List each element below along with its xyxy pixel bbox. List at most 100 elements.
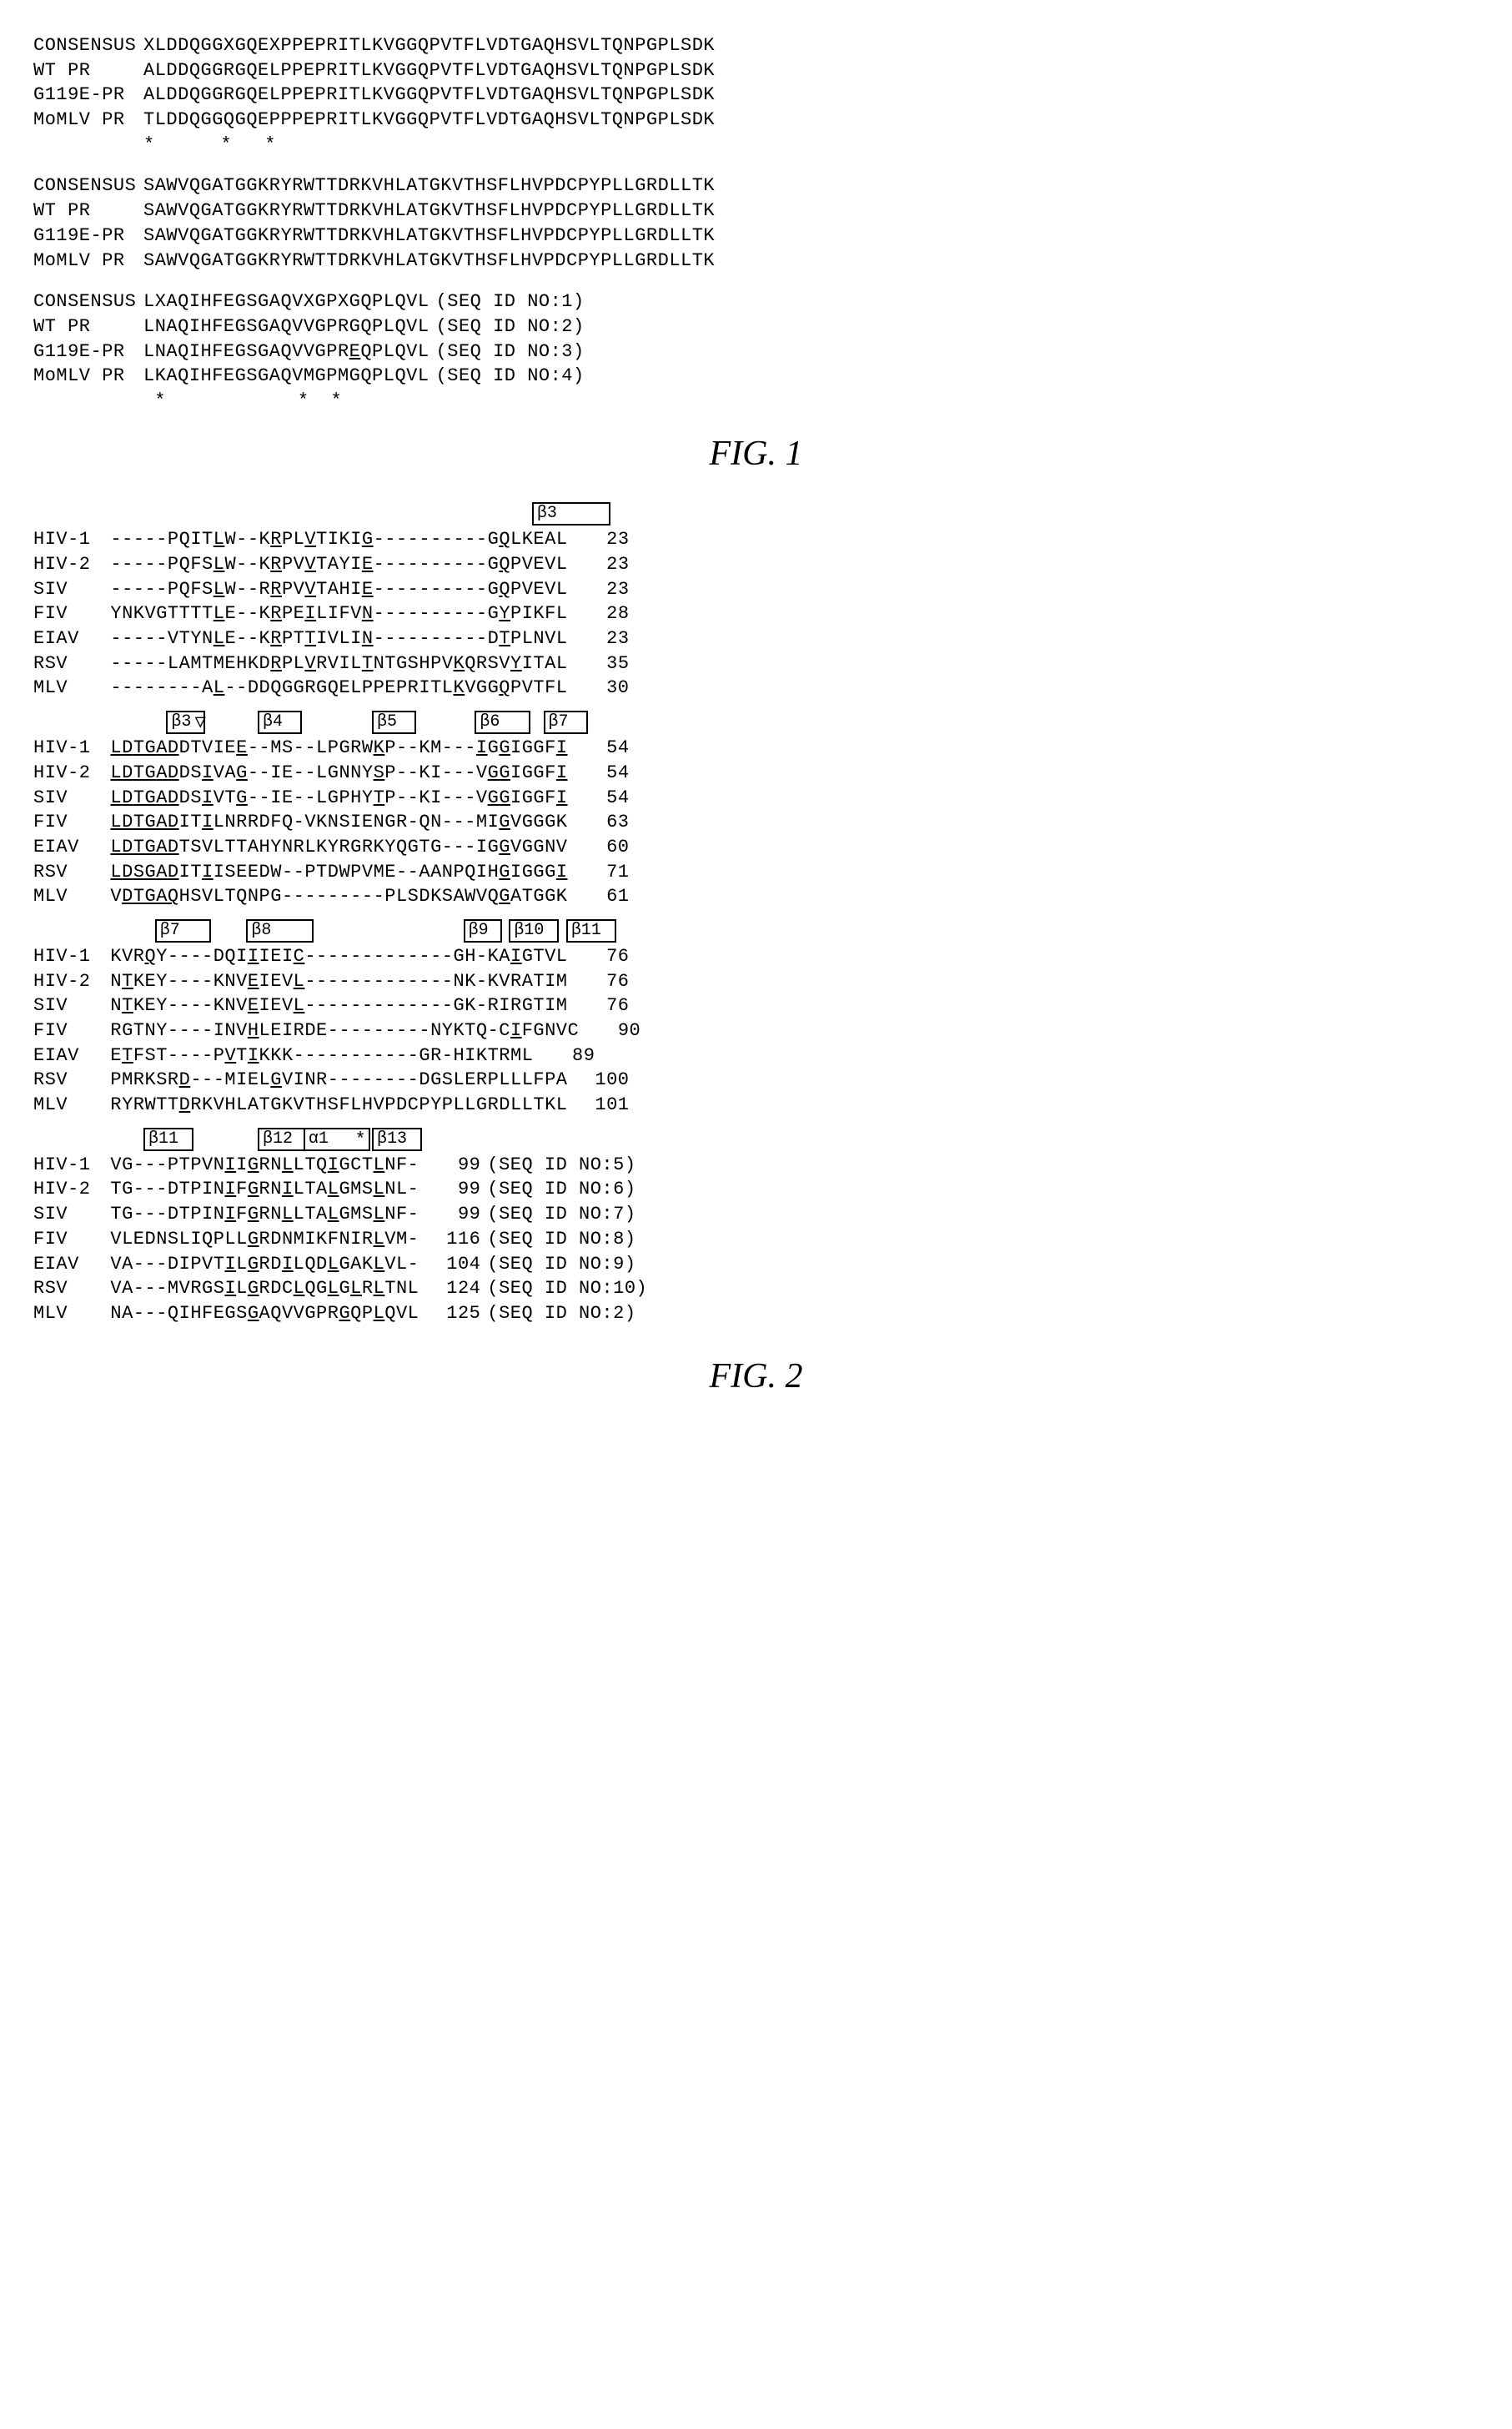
row-seq: -----PQFSLW--KRPVVTAYIE----------GQPVEVL xyxy=(110,554,567,575)
row-seq: TG---DTPINIFGRNLLTALGMSLNF- xyxy=(110,1204,419,1225)
row-number: 76 xyxy=(575,969,630,994)
fig2-row: SIV-----PQFSLW--RRPVVTAHIE----------GQPV… xyxy=(33,577,1479,602)
fig2-row: FIVYNKVGTTTTLE--KRPEILIFVN----------GYPI… xyxy=(33,601,1479,626)
beta-box: β7 xyxy=(155,919,211,943)
row-label: MLV xyxy=(33,884,110,909)
triangle-marker: ▽ xyxy=(195,711,206,736)
row-seq: LDTGADDSIVAG--IE--LGNNYSP--KI---VGGIGGFI xyxy=(110,762,567,783)
row-label: MLV xyxy=(33,1093,110,1118)
fig1-row: MoMLV PRLKAQIHFEGSGAQVMGPMGQPLQVL(SEQ ID… xyxy=(33,364,1479,389)
row-label: WT PR xyxy=(33,199,143,224)
row-seq: -----PQFSLW--RRPVVTAHIE----------GQPVEVL xyxy=(110,579,567,600)
fig1-row: G119E-PRALDDQGGRGQELPPEPRITLKVGGQPVTFLVD… xyxy=(33,83,1479,108)
beta-strand-row: β11β12α1*β13 xyxy=(143,1128,1479,1153)
row-seq: SAWVQGATGGKRYRWTTDRKVHLATGKVTHSFLHVPDCPY… xyxy=(143,175,715,196)
row-number: 28 xyxy=(575,601,630,626)
row-number: 116 xyxy=(425,1227,480,1252)
row-seq: ETFST----PVTIKKK-----------GR-HIKTRML xyxy=(110,1045,533,1066)
row-seq: -----LAMTMEHKDRPLVRVILTNTGSHPVKQRSVYITAL xyxy=(110,653,567,674)
beta-box: β3 xyxy=(532,502,610,526)
row-number: 54 xyxy=(575,761,630,786)
row-seq: LNAQIHFEGSGAQVVGPREQPLQVL xyxy=(143,341,429,362)
row-label: G119E-PR xyxy=(33,83,143,108)
row-number: 101 xyxy=(575,1093,630,1118)
beta-box: β5 xyxy=(372,711,416,734)
row-seq: XLDDQGGXGQEXPPEPRITLKVGGQPVTFLVDTGAQHSVL… xyxy=(143,35,715,56)
fig2-row: HIV-2LDTGADDSIVAG--IE--LGNNYSP--KI---VGG… xyxy=(33,761,1479,786)
row-label: FIV xyxy=(33,601,110,626)
seqid: (SEQ ID NO:9) xyxy=(487,1254,635,1275)
row-seq: LKAQIHFEGSGAQVMGPMGQPLQVL xyxy=(143,365,429,386)
row-seq: TLDDQGGQGQEPPPEPRITLKVGGQPVTFLVDTGAQHSVL… xyxy=(143,109,715,130)
fig2-row: EIAVVA---DIPVTILGRDILQDLGAKLVL-104(SEQ I… xyxy=(33,1252,1479,1277)
fig1-row: CONSENSUSLXAQIHFEGSGAQVXGPXGQPLQVL(SEQ I… xyxy=(33,289,1479,314)
row-seq: NTKEY----KNVEIEVL-------------GK-RIRGTIM xyxy=(110,995,567,1016)
row-seq: VDTGAQHSVLTQNPG---------PLSDKSAWVQGATGGK xyxy=(110,886,567,907)
row-seq: LDTGADDSIVTG--IE--LGPHYTP--KI---VGGIGGFI xyxy=(110,787,567,808)
fig2-row: SIVLDTGADDSIVTG--IE--LGPHYTP--KI---VGGIG… xyxy=(33,786,1479,811)
row-number: 23 xyxy=(575,626,630,651)
row-number: 76 xyxy=(575,944,630,969)
row-seq: SAWVQGATGGKRYRWTTDRKVHLATGKVTHSFLHVPDCPY… xyxy=(143,250,715,271)
row-seq: -----VTYNLE--KRPTTIVLIN----------DTPLNVL xyxy=(110,628,567,649)
row-label: WT PR xyxy=(33,58,143,83)
row-label: SIV xyxy=(33,1202,110,1227)
row-label: MoMLV PR xyxy=(33,364,143,389)
fig2-row: FIVLDTGADITILNRRDFQ-VKNSIENGR-QN---MIGVG… xyxy=(33,810,1479,835)
fig2-row: HIV-2TG---DTPINIFGRNILTALGMSLNL-99(SEQ I… xyxy=(33,1177,1479,1202)
row-label: MoMLV PR xyxy=(33,108,143,133)
fig2-row: FIVVLEDNSLIQPLLGRDNMIKFNIRLVM-116(SEQ ID… xyxy=(33,1227,1479,1252)
row-number: 89 xyxy=(540,1044,595,1069)
beta-box: β10 xyxy=(509,919,559,943)
row-label: CONSENSUS xyxy=(33,289,143,314)
row-number: 23 xyxy=(575,552,630,577)
beta-box: β11 xyxy=(143,1128,193,1151)
row-label: EIAV xyxy=(33,835,110,860)
row-label: HIV-1 xyxy=(33,1153,110,1178)
row-label: EIAV xyxy=(33,1044,110,1069)
fig2-row: HIV-1VG---PTPVNIIGRNLLTQIGCTLNF-99(SEQ I… xyxy=(33,1153,1479,1178)
fig2-row: MLV--------AL--DDQGGRGQELPPEPRITLKVGGQPV… xyxy=(33,676,1479,701)
seqid: (SEQ ID NO:7) xyxy=(487,1204,635,1225)
beta-box: β7 xyxy=(544,711,588,734)
row-label: CONSENSUS xyxy=(33,174,143,199)
row-label: MoMLV PR xyxy=(33,249,143,274)
row-number: 23 xyxy=(575,527,630,552)
beta-box: β8 xyxy=(246,919,314,943)
star-row: * * * xyxy=(143,133,1479,158)
fig2-row: HIV-1LDTGADDTVIEE--MS--LPGRWKP--KM---IGG… xyxy=(33,736,1479,761)
fig1-title: FIG. 1 xyxy=(33,430,1479,478)
fig2-row: MLVVDTGAQHSVLTQNPG---------PLSDKSAWVQGAT… xyxy=(33,884,1479,909)
row-number: 99 xyxy=(425,1177,480,1202)
row-number: 100 xyxy=(575,1068,630,1093)
fig1-row: WT PRALDDQGGRGQELPPEPRITLKVGGQPVTFLVDTGA… xyxy=(33,58,1479,83)
row-seq: SAWVQGATGGKRYRWTTDRKVHLATGKVTHSFLHVPDCPY… xyxy=(143,225,715,246)
beta-box: β6 xyxy=(475,711,530,734)
row-seq: LXAQIHFEGSGAQVXGPXGQPLQVL xyxy=(143,291,429,312)
fig2-row: MLVNA---QIHFEGSGAQVVGPRGQPLQVL125(SEQ ID… xyxy=(33,1301,1479,1326)
star-marker: * xyxy=(354,1128,365,1153)
row-seq: PMRKSRD---MIELGVINR--------DGSLERPLLLFPA xyxy=(110,1069,567,1090)
row-label: WT PR xyxy=(33,314,143,339)
row-label: HIV-2 xyxy=(33,761,110,786)
fig1-row: WT PRSAWVQGATGGKRYRWTTDRKVHLATGKVTHSFLHV… xyxy=(33,199,1479,224)
fig2-row: HIV-2NTKEY----KNVEIEVL-------------NK-KV… xyxy=(33,969,1479,994)
fig1-row: MoMLV PRSAWVQGATGGKRYRWTTDRKVHLATGKVTHSF… xyxy=(33,249,1479,274)
row-number: 60 xyxy=(575,835,630,860)
row-number: 23 xyxy=(575,577,630,602)
row-label: SIV xyxy=(33,577,110,602)
row-seq: YNKVGTTTTLE--KRPEILIFVN----------GYPIKFL xyxy=(110,603,567,624)
row-number: 124 xyxy=(425,1276,480,1301)
fig2-row: SIVTG---DTPINIFGRNLLTALGMSLNF-99(SEQ ID … xyxy=(33,1202,1479,1227)
beta-strand-row: β3 xyxy=(143,502,1479,527)
row-label: MLV xyxy=(33,676,110,701)
fig1-row: MoMLV PRTLDDQGGQGQEPPPEPRITLKVGGQPVTFLVD… xyxy=(33,108,1479,133)
fig2-row: SIVNTKEY----KNVEIEVL-------------GK-RIRG… xyxy=(33,993,1479,1018)
row-label: HIV-1 xyxy=(33,527,110,552)
fig2-row: RSVVA---MVRGSILGRDCLQGLGLRLTNL124(SEQ ID… xyxy=(33,1276,1479,1301)
fig2-row: RSVLDSGADITIISEEDW--PTDWPVME--AANPQIHGIG… xyxy=(33,860,1479,885)
fig2-row: RSV-----LAMTMEHKDRPLVRVILTNTGSHPVKQRSVYI… xyxy=(33,651,1479,676)
row-label: FIV xyxy=(33,1018,110,1044)
fig1-row: G119E-PRSAWVQGATGGKRYRWTTDRKVHLATGKVTHSF… xyxy=(33,224,1479,249)
seqid: (SEQ ID NO:3) xyxy=(436,341,585,362)
